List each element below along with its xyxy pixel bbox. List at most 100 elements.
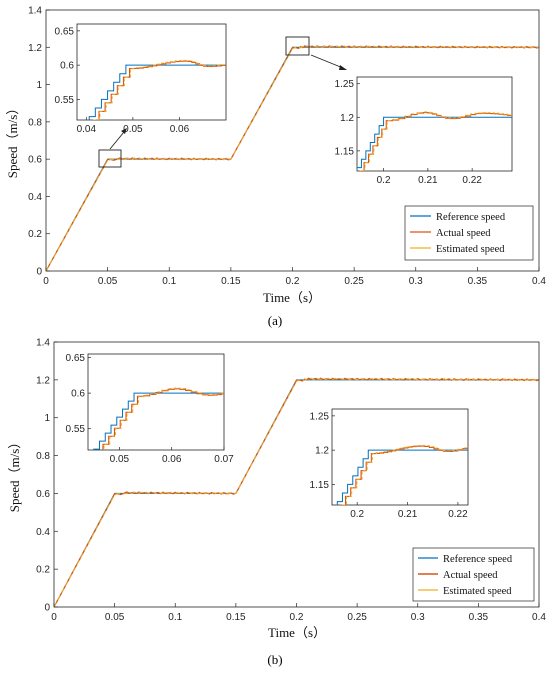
inset-axes-box — [331, 408, 469, 506]
panel-a-ylabel: Speed（m/s） — [5, 102, 20, 179]
inset-x-tick-label: 0.07 — [214, 454, 234, 465]
inset-x-tick-label: 0.06 — [170, 124, 190, 135]
y-tick-label: 1 — [44, 413, 50, 424]
inset-x-tick-label: 0.21 — [418, 175, 438, 186]
x-tick-label: 0 — [51, 612, 57, 623]
inset-x-tick-label: 0.2 — [377, 175, 391, 186]
panel-a-zoom-box-1 — [98, 149, 122, 168]
panel-a-inset-1: 0.04 0.05 0.06 0.55 0.6 0.65 — [55, 23, 227, 135]
inset-y-tick-label: 1.25 — [335, 79, 355, 90]
inset-x-tick-label: 0.04 — [77, 124, 97, 135]
inset-estimated-line — [340, 444, 468, 505]
inset-y-tick-label: 0.65 — [55, 26, 75, 37]
inset-x-tick-label: 0.06 — [162, 454, 182, 465]
legend-a-estimated-label: Estimated speed — [436, 244, 505, 255]
inset-x-tick-label: 0.2 — [350, 509, 364, 520]
legend-a-reference-label: Reference speed — [436, 212, 506, 223]
panel-a-caption: (a) — [268, 313, 282, 328]
y-tick-label: 1.4 — [36, 338, 50, 349]
x-tick-label: 0.25 — [344, 276, 364, 287]
y-tick-label: 1.4 — [28, 6, 42, 17]
x-tick-label: 0.15 — [226, 612, 246, 623]
inset-y-tick-label: 1.25 — [310, 411, 330, 422]
x-tick-label: 0.2 — [290, 612, 304, 623]
x-tick-label: 0.3 — [411, 612, 425, 623]
y-tick-label: 1 — [36, 80, 42, 91]
inset-axes-box — [87, 353, 225, 451]
inset-x-tick-label: 0.05 — [123, 124, 143, 135]
y-tick-label: 1.2 — [36, 375, 50, 386]
x-tick-label: 0.3 — [409, 276, 423, 287]
inset-reference-line — [357, 116, 512, 171]
legend-b-estimated-label: Estimated speed — [443, 586, 512, 597]
inset-reference-line — [336, 449, 468, 505]
panel-b-series — [53, 377, 540, 608]
y-tick-label: 0.8 — [36, 451, 50, 462]
panel-b-legend: Reference speed Actual speed Estimated s… — [412, 547, 535, 602]
y-tick-label: 0.4 — [28, 192, 42, 203]
inset-x-tick-label: 0.22 — [448, 509, 468, 520]
inset-estimated-line — [103, 387, 224, 450]
panel-b-inset-2: 0.2 0.21 0.22 1.15 1.2 1.25 — [310, 408, 469, 520]
y-tick-label: 0.2 — [28, 229, 42, 240]
x-tick-label: 0.05 — [105, 612, 125, 623]
y-tick-label: 0.6 — [28, 155, 42, 166]
inset-y-tick-label: 1.15 — [335, 146, 355, 157]
y-tick-label: 0.4 — [36, 527, 50, 538]
series-line-estimated — [45, 45, 540, 272]
y-tick-label: 0 — [44, 603, 50, 614]
x-tick-label: 0.1 — [162, 276, 176, 287]
y-tick-label: 0.2 — [36, 565, 50, 576]
panel-b-caption: (b) — [267, 652, 282, 667]
y-tick-label: 0 — [36, 267, 42, 278]
x-tick-label: 0.35 — [469, 612, 489, 623]
inset-y-tick-label: 0.6 — [60, 61, 74, 72]
legend-b-actual-label: Actual speed — [443, 570, 498, 581]
legend-b-reference-label: Reference speed — [443, 554, 513, 565]
inset-y-tick-label: 0.6 — [71, 389, 85, 400]
panel-b-xlabel: Time（s） — [268, 625, 326, 640]
panel-a: 0 0.05 0.1 0.15 0.2 0.25 0.3 0.35 0.400.20.40.60… — [5, 6, 546, 329]
panel-b-ticks: 0 0.05 0.1 0.15 0.2 0.25 0.3 0.35 0.400.20.40.60… — [36, 338, 546, 624]
inset-axes-box — [76, 23, 227, 121]
x-tick-label: 0.2 — [286, 276, 300, 287]
panel-b-ylabel: Speed（m/s） — [7, 436, 22, 513]
inset-x-tick-label: 0.22 — [462, 175, 482, 186]
panel-a-xlabel: Time（s） — [263, 290, 321, 305]
panel-b: 0 0.05 0.1 0.15 0.2 0.25 0.3 0.35 0.400.20.40.60… — [7, 338, 546, 668]
inset-axes-box — [356, 76, 513, 172]
panel-a-series — [45, 45, 540, 272]
y-tick-label: 1.2 — [28, 43, 42, 54]
inset-y-tick-label: 0.55 — [66, 424, 86, 435]
x-tick-label: 0.4 — [532, 612, 546, 623]
y-tick-label: 0.8 — [28, 117, 42, 128]
inset-y-tick-label: 1.15 — [310, 480, 330, 491]
panel-b-inset-1: 0.05 0.06 0.07 0.55 0.6 0.65 — [66, 353, 235, 465]
panel-b-axes-box — [53, 341, 540, 608]
x-tick-label: 0.15 — [221, 276, 241, 287]
panel-a-axes-box — [45, 9, 540, 272]
x-tick-label: 0.4 — [532, 276, 546, 287]
x-tick-label: 0 — [43, 276, 49, 287]
panel-a-inset-2: 0.2 0.21 0.22 1.15 1.2 1.25 — [335, 76, 513, 186]
inset-y-tick-label: 1.2 — [340, 113, 354, 124]
y-tick-label: 0.6 — [36, 489, 50, 500]
inset-reference-line — [93, 392, 224, 450]
x-tick-label: 0.05 — [98, 276, 118, 287]
inset-y-tick-label: 0.65 — [66, 353, 86, 364]
inset-reference-line — [88, 64, 226, 120]
panel-a-zoom-arrow-2 — [310, 54, 347, 70]
x-tick-label: 0.25 — [347, 612, 367, 623]
inset-estimated-line — [93, 59, 226, 120]
panel-a-legend: Reference speed Actual speed Estimated s… — [404, 205, 534, 261]
inset-estimated-line — [360, 111, 512, 171]
inset-actual-line — [339, 445, 468, 505]
panel-a-zoom-box-2 — [285, 36, 310, 56]
x-tick-label: 0.35 — [468, 276, 488, 287]
x-tick-label: 0.1 — [168, 612, 182, 623]
inset-x-tick-label: 0.21 — [398, 509, 418, 520]
panel-a-zoom-arrow-1 — [109, 128, 127, 150]
legend-a-actual-label: Actual speed — [436, 228, 491, 239]
inset-y-tick-label: 0.55 — [55, 95, 75, 106]
inset-x-tick-label: 0.05 — [110, 454, 130, 465]
